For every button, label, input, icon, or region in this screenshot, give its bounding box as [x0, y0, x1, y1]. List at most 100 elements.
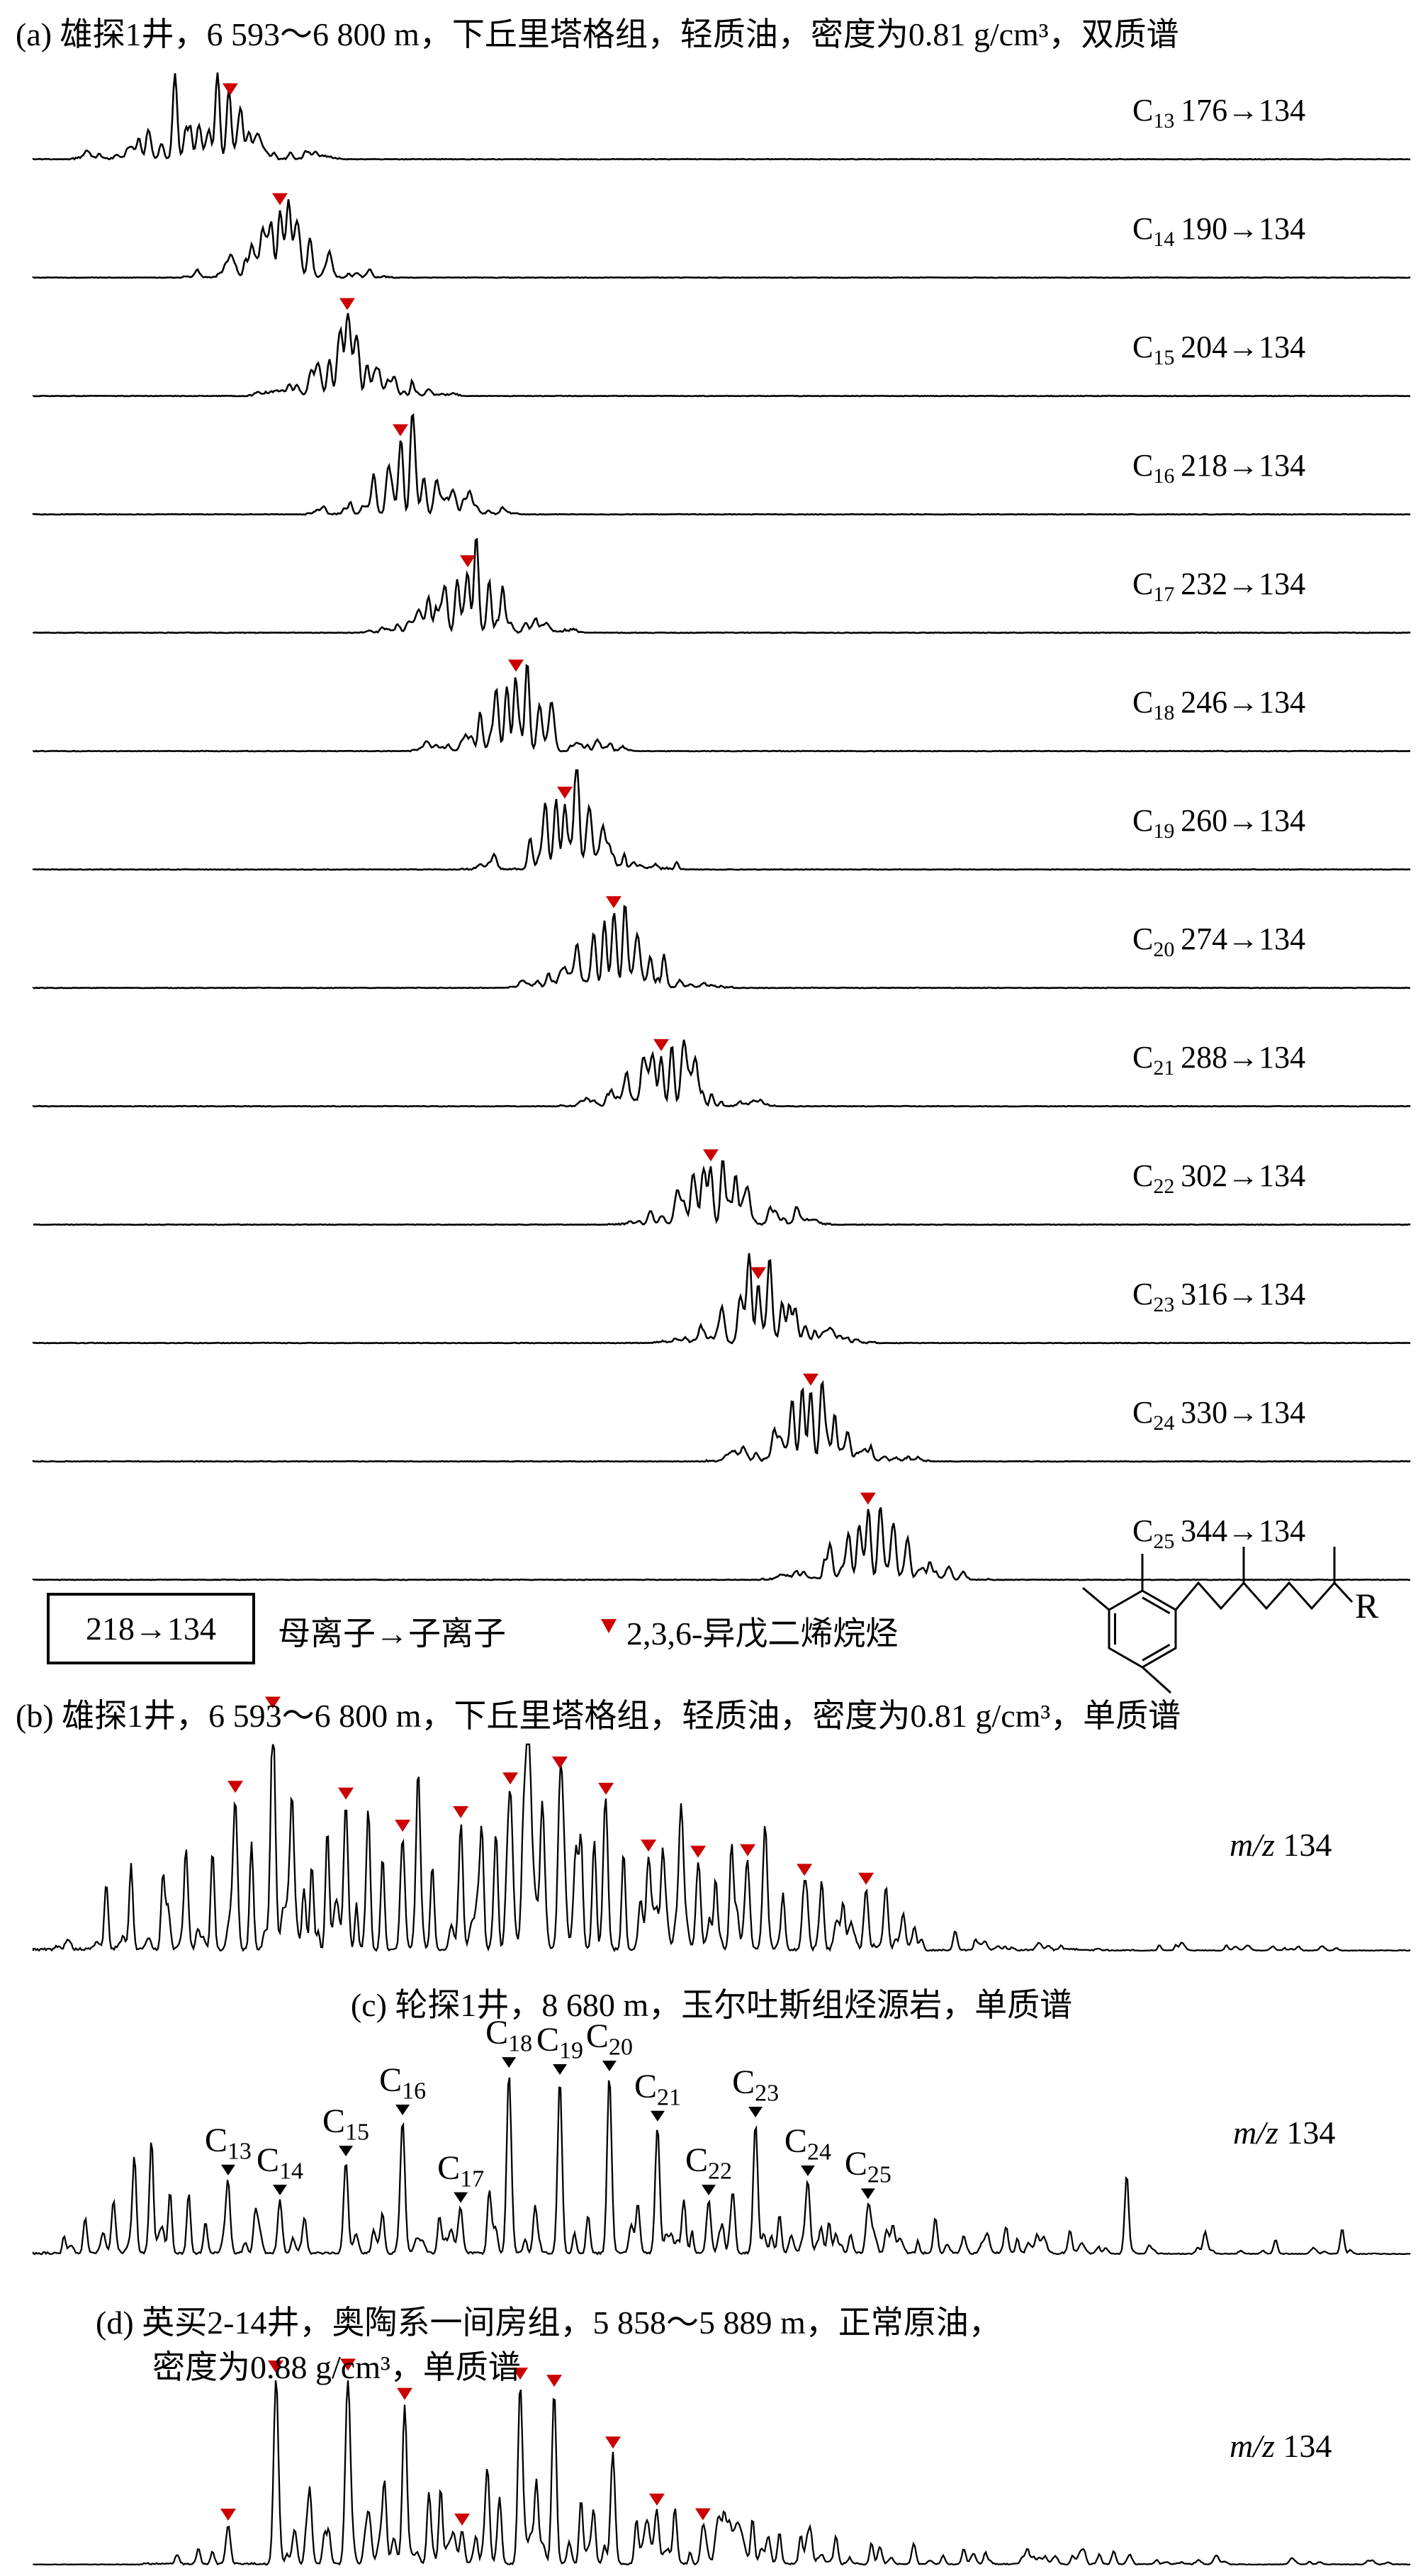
row-label-C25: C25 344→134: [1132, 1513, 1306, 1553]
trace-path: [32, 769, 1411, 871]
isoprenoid-marker-icon: [552, 1756, 568, 1769]
row-label-C15: C15 204→134: [1132, 330, 1306, 369]
trace-path: [32, 1379, 1411, 1463]
isoprenoid-marker-icon: [267, 2361, 283, 2373]
peak-label-C25: C25: [844, 2145, 892, 2188]
isoprenoid-marker-icon: [502, 1772, 519, 1785]
panel-a-title: (a) 雄探1井，6 593～6 800 m，下丘里塔格组，轻质油，密度为0.8…: [16, 16, 1179, 52]
peak-label-C21: C21: [634, 2067, 681, 2111]
trace-path: [32, 905, 1411, 990]
isoprenoid-marker-icon: [339, 298, 356, 310]
row-label-C14: C14 190→134: [1132, 211, 1306, 251]
isoprenoid-marker-icon: [264, 1696, 281, 1709]
peak-marker-icon: [272, 2185, 287, 2195]
isoprenoid-marker-icon: [460, 555, 476, 568]
isoprenoid-marker-icon: [222, 83, 238, 96]
peak-label-C17: C17: [437, 2149, 485, 2193]
trace-path: [32, 313, 1410, 398]
isoprenoid-marker-icon: [690, 1845, 707, 1858]
isoprenoid-marker-icon: [740, 1844, 756, 1857]
isoprenoid-marker-icon: [653, 1038, 670, 1051]
mz-value: 134: [1283, 2428, 1332, 2464]
trace-path: [32, 2380, 1411, 2566]
peak-marker-icon: [702, 2185, 716, 2195]
row-label-C13: C13 176→134: [1132, 93, 1306, 133]
peak-label-C23: C23: [732, 2063, 780, 2107]
isoprenoid-marker-icon: [227, 1781, 244, 1793]
row-label-C21: C21 288→134: [1132, 1040, 1306, 1080]
panel-b-title: (b) 雄探1井，6 593～6 800 m，下丘里塔格组，轻质油，密度为0.8…: [16, 1698, 1181, 1734]
peak-marker-icon: [502, 2057, 517, 2068]
peak-label-C22: C22: [685, 2141, 733, 2185]
row-label-C24: C24 330→134: [1132, 1395, 1306, 1435]
row-label-C16: C16 218→134: [1132, 448, 1306, 488]
trace-path: [32, 199, 1411, 279]
isoprenoid-marker-icon: [338, 1787, 354, 1800]
isoprenoid-marker-icon: [271, 193, 288, 206]
mz-value: 134: [1286, 2115, 1336, 2151]
row-label-C23: C23 316→134: [1132, 1277, 1306, 1316]
trace-path: [32, 1507, 1410, 1581]
aryl-isoprenoid-structure: [1082, 1547, 1354, 1694]
trace-path: [32, 1253, 1411, 1345]
isoprenoid-marker-icon: [512, 2368, 529, 2380]
peak-marker-icon: [339, 2145, 354, 2156]
isoprenoid-marker-icon: [694, 2508, 711, 2521]
peak-label-C14: C14: [256, 2141, 303, 2185]
peak-marker-icon: [220, 2164, 235, 2175]
isoprenoid-marker-icon: [648, 2493, 665, 2506]
trace-path: [32, 72, 1411, 161]
peak-label-C24: C24: [784, 2122, 831, 2166]
trace-path: [32, 663, 1411, 753]
mz-value: 134: [1283, 1827, 1332, 1863]
trace-path: [32, 537, 1411, 634]
panel-d-title-line2: 密度为0.88 g/cm³，单质谱: [152, 2349, 521, 2385]
peak-marker-icon: [800, 2165, 815, 2176]
row-label-C22: C22 302→134: [1132, 1158, 1306, 1198]
structure-r-label: R: [1355, 1586, 1379, 1625]
isoprenoid-marker-icon: [546, 2375, 563, 2387]
mz-prefix: m/z: [1230, 1827, 1275, 1863]
panel-d-title-line1: (d) 英买2-14井，奥陶系一间房组，5 858～5 889 m，正常原油，: [96, 2305, 1001, 2341]
isoprenoid-marker-icon: [395, 1820, 411, 1832]
peak-label-C13: C13: [204, 2121, 252, 2165]
isoprenoid-marker-icon: [641, 1839, 657, 1852]
legend-red-triangle-icon: [601, 1619, 617, 1633]
isoprenoid-marker-icon: [453, 1805, 469, 1818]
peak-marker-icon: [602, 2060, 617, 2071]
isoprenoid-marker-icon: [605, 896, 621, 909]
panel-c-mz-label: m/z 134: [1233, 2114, 1335, 2151]
isoprenoid-marker-icon: [598, 1783, 614, 1796]
trace-path: [33, 1160, 1411, 1226]
trace-path: [32, 1743, 1411, 1953]
peak-marker-icon: [553, 2064, 568, 2075]
peak-marker-icon: [395, 2105, 410, 2116]
isoprenoid-marker-icon: [393, 424, 409, 437]
peak-label-C16: C16: [379, 2061, 427, 2105]
isoprenoid-marker-icon: [797, 1864, 813, 1876]
peak-marker-icon: [748, 2106, 763, 2117]
peak-marker-icon: [454, 2192, 468, 2203]
isoprenoid-marker-icon: [556, 786, 573, 799]
isoprenoid-marker-icon: [508, 659, 524, 672]
row-label-C19: C19 260→134: [1132, 803, 1306, 843]
isoprenoid-marker-icon: [397, 2387, 413, 2400]
trace-path: [32, 413, 1411, 516]
isoprenoid-marker-icon: [860, 1492, 876, 1505]
isoprenoid-marker-icon: [858, 1872, 874, 1885]
legend-transition-box: 218→134: [47, 1593, 255, 1664]
isoprenoid-marker-icon: [339, 2358, 356, 2371]
row-label-C18: C18 246→134: [1132, 685, 1306, 724]
mz-prefix: m/z: [1233, 2115, 1278, 2151]
peak-label-C19: C19: [536, 2021, 584, 2064]
peak-label-C15: C15: [322, 2102, 370, 2146]
panel-b-mz-label: m/z 134: [1230, 1826, 1332, 1864]
isoprenoid-marker-icon: [803, 1373, 819, 1386]
peak-marker-icon: [860, 2188, 875, 2200]
peak-marker-icon: [650, 2110, 665, 2122]
row-label-C17: C17 232→134: [1132, 566, 1306, 606]
isoprenoid-marker-icon: [605, 2436, 621, 2449]
trace-path: [32, 1039, 1411, 1108]
